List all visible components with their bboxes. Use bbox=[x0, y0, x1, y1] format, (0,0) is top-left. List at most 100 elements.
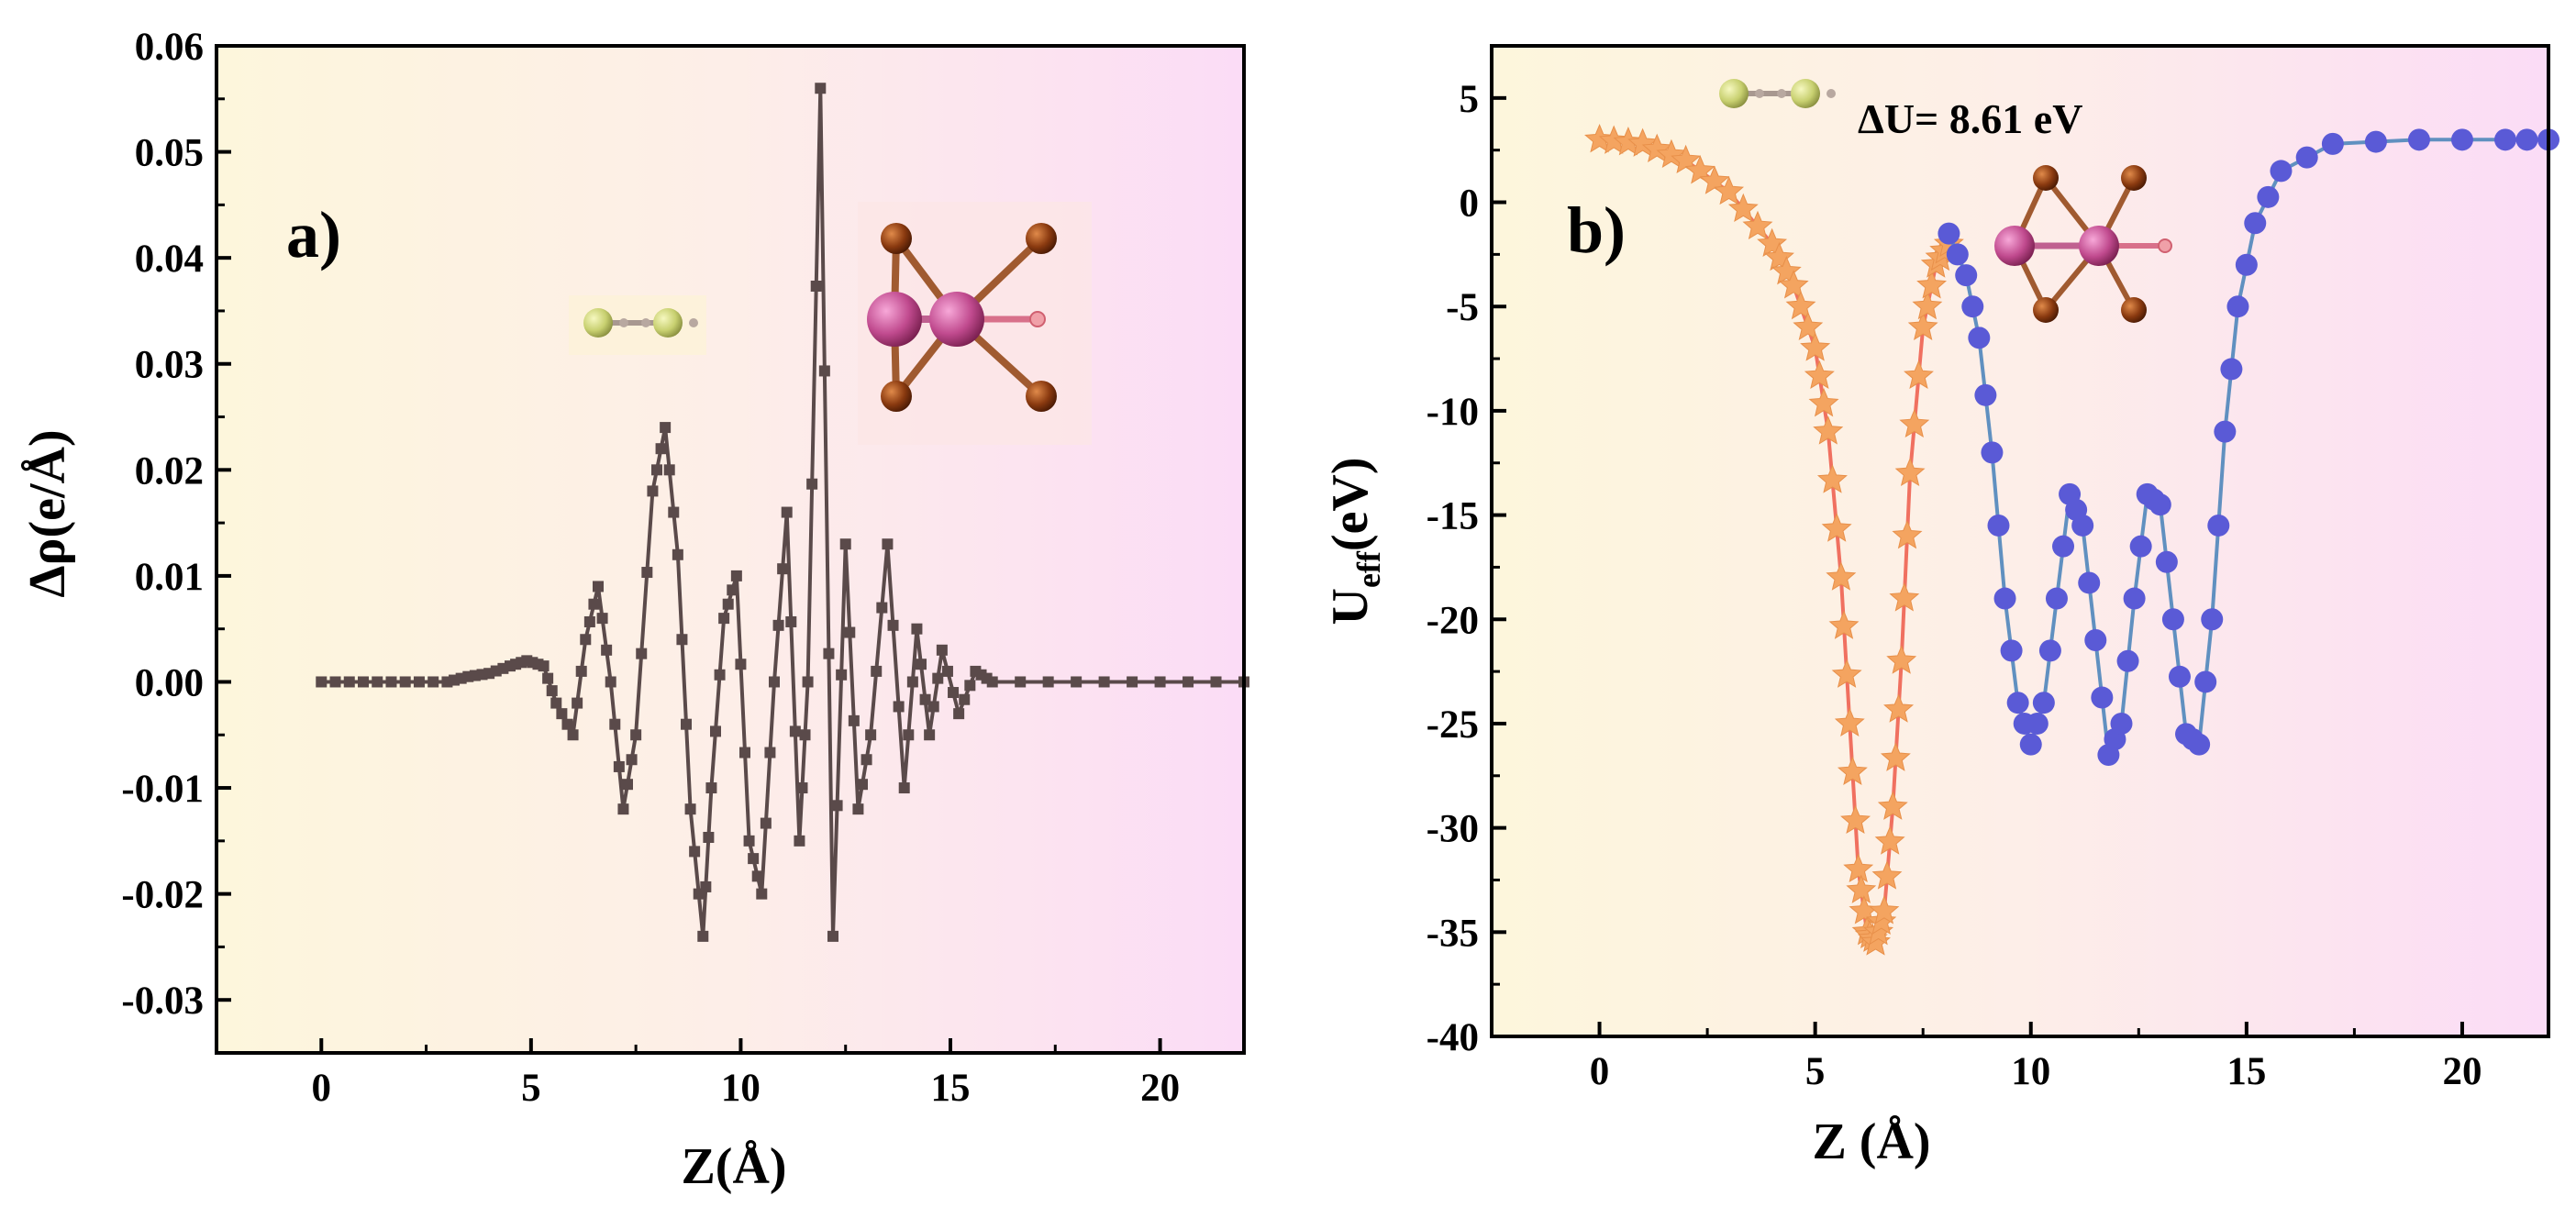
panel-b-series-0-point bbox=[1834, 707, 1865, 736]
panel-a-series-0-point bbox=[329, 676, 341, 688]
panel-a-series-0-point bbox=[567, 729, 579, 741]
panel-a-series-0-point bbox=[705, 782, 717, 794]
panel-b-y-axis-main: U bbox=[1322, 588, 1379, 625]
panel-b-series-1-point bbox=[2194, 670, 2217, 693]
panel-b-series-1-point bbox=[2038, 639, 2061, 662]
panel-b-y-ticks: 5 0 -5 -10 -15 -20 -25 -30 -35 -40 bbox=[1427, 78, 1506, 1059]
panel-b-frame bbox=[1490, 44, 2550, 1038]
panel-a-series-0-point bbox=[948, 687, 960, 699]
panel-b-series-0-point bbox=[1894, 457, 1926, 487]
panel-b-series-1-point bbox=[2201, 608, 2224, 631]
panel-a-series-0-point bbox=[1015, 676, 1027, 688]
panel-b-series-0-point bbox=[1714, 175, 1745, 205]
panel-a-series-0-point bbox=[794, 835, 805, 847]
panel-b-series-1-point bbox=[1993, 587, 2016, 610]
panel-b-series-0-point bbox=[1727, 193, 1759, 223]
panel-b-series-1-point bbox=[2321, 132, 2344, 155]
panel-a-series-0-point bbox=[924, 729, 936, 741]
panel-a-series-0-point bbox=[887, 619, 899, 631]
panel-b-series-0-point bbox=[1800, 332, 1831, 361]
panel-a-y-ticks: -0.03 -0.02 -0.01 0.00 0.01 0.02 0.03 0.04 0.05 0… bbox=[121, 26, 231, 1023]
panel-a-series-0-point bbox=[700, 880, 712, 892]
panel-b-series-1-point bbox=[2161, 608, 2184, 631]
panel-a-series-0-point bbox=[772, 619, 784, 631]
panel-b-series-0-point bbox=[1912, 290, 1943, 320]
panel-b-series-0-point bbox=[1889, 582, 1920, 612]
panel-a-series-0-point bbox=[919, 693, 931, 705]
panel-a-series-0-point bbox=[676, 634, 688, 646]
panel-a-plot-area bbox=[217, 46, 1244, 1053]
panel-b-series-1-point bbox=[2110, 712, 2133, 735]
panel-b-x-tick-label: 0 bbox=[1590, 1050, 1610, 1093]
panel-b-series-1-point bbox=[2045, 587, 2068, 610]
panel-a-y-tick-label: -0.01 bbox=[121, 768, 204, 811]
panel-a-series-0-point bbox=[413, 676, 425, 688]
panel-b-y-tick-label: -35 bbox=[1427, 912, 1479, 955]
panel-b-series-0-point bbox=[1826, 561, 1857, 591]
panel-b-y-axis-unit: (eV) bbox=[1322, 457, 1379, 551]
panel-a-series-0-point bbox=[831, 800, 843, 812]
panel-a-series-0-point bbox=[1210, 676, 1222, 688]
panel-a-series-0-point bbox=[911, 623, 923, 635]
panel-a-series-0-point bbox=[546, 685, 558, 697]
panel-a-series-0-point bbox=[727, 584, 738, 596]
panel-a-series-0-point bbox=[651, 464, 662, 476]
panel-b-series-1-point bbox=[2515, 128, 2538, 151]
panel-b-series-0-point bbox=[1785, 290, 1816, 320]
panel-a-y-tick-label: 0.00 bbox=[135, 661, 204, 704]
panel-a-series-0-point bbox=[556, 708, 568, 720]
panel-b-series-1-point bbox=[1938, 222, 1960, 245]
panel-a-y-tick-label: -0.02 bbox=[121, 874, 204, 917]
panel-a-series-0-point bbox=[613, 760, 625, 772]
panel-a-series-0-point bbox=[697, 930, 709, 942]
panel-b-y-tick-label: -25 bbox=[1427, 703, 1479, 747]
panel-b-series-1-point bbox=[2032, 692, 2055, 714]
panel-a-series-0-point bbox=[769, 676, 780, 688]
panel-a-series-0-point bbox=[718, 613, 730, 625]
panel-b-series-1-point bbox=[2026, 712, 2049, 735]
panel-a-series-0-point bbox=[588, 598, 600, 610]
panel-b-series-1-point bbox=[2220, 358, 2243, 381]
panel-b-series-0-point bbox=[1813, 415, 1844, 445]
panel-b-series-1-point bbox=[2084, 629, 2107, 651]
panel-a-series-0-point bbox=[714, 669, 726, 681]
panel-a-series-0-point bbox=[810, 280, 822, 292]
panel-b-series-0-point bbox=[1869, 895, 1900, 925]
panel-a-x-tick-label: 5 bbox=[521, 1067, 541, 1110]
panel-a-series-0-point bbox=[932, 672, 944, 684]
panel-b-series-0-point bbox=[1804, 360, 1835, 389]
panel-b-series-1-point bbox=[2168, 665, 2191, 688]
panel-a-x-tick-label: 20 bbox=[1140, 1067, 1180, 1110]
panel-b-series-1-point bbox=[1946, 243, 1969, 266]
panel-a-series-0-point bbox=[865, 729, 877, 741]
panel-a-series-0-point bbox=[953, 708, 965, 720]
panel-a-series-0-point bbox=[748, 853, 760, 865]
panel-a: -0.03 -0.02 -0.01 0.00 0.01 0.02 0.03 0.04 0.05 0… bbox=[19, 26, 1249, 1195]
panel-b-series-0-point bbox=[1828, 610, 1860, 639]
panel-a-series-0-point bbox=[898, 782, 910, 794]
panel-a-x-tick-label: 10 bbox=[721, 1067, 761, 1110]
panel-b-y-tick-label: -10 bbox=[1427, 391, 1479, 434]
panel-b-x-tick-label: 10 bbox=[2011, 1050, 2050, 1093]
panel-b-series-0-point bbox=[1808, 387, 1839, 417]
panel-a-series-0-point bbox=[882, 538, 894, 550]
panel-a-series-0-point bbox=[986, 676, 998, 688]
panel-a-series-0-point bbox=[764, 747, 776, 758]
panel-a-series-0-point bbox=[343, 676, 355, 688]
panel-b-y-axis-title: Ueff(eV) bbox=[1322, 457, 1387, 625]
panel-a-x-tick-label: 0 bbox=[312, 1067, 332, 1110]
panel-b-series-1-point bbox=[2006, 692, 2029, 714]
panel-b-series-0-point bbox=[1816, 464, 1848, 493]
panel-b-y-tick-label: -30 bbox=[1427, 808, 1479, 851]
panel-a-series-0-point bbox=[703, 831, 715, 843]
panel-b-label: b) bbox=[1567, 194, 1626, 267]
panel-b-plot-area bbox=[1492, 46, 2548, 1036]
panel-b-x-tick-label: 15 bbox=[2226, 1050, 2266, 1093]
panel-a-x-tick-label: 15 bbox=[931, 1067, 971, 1110]
panel-a-frame bbox=[215, 44, 1246, 1055]
panel-a-series-0-point bbox=[861, 754, 872, 766]
panel-b-x-tick-label: 5 bbox=[1805, 1050, 1826, 1093]
panel-a-series-0-point bbox=[739, 747, 750, 758]
panel-a-series-0-point bbox=[751, 870, 763, 882]
delta-u-annotation: ΔU= 8.61 eV bbox=[1858, 95, 2082, 142]
